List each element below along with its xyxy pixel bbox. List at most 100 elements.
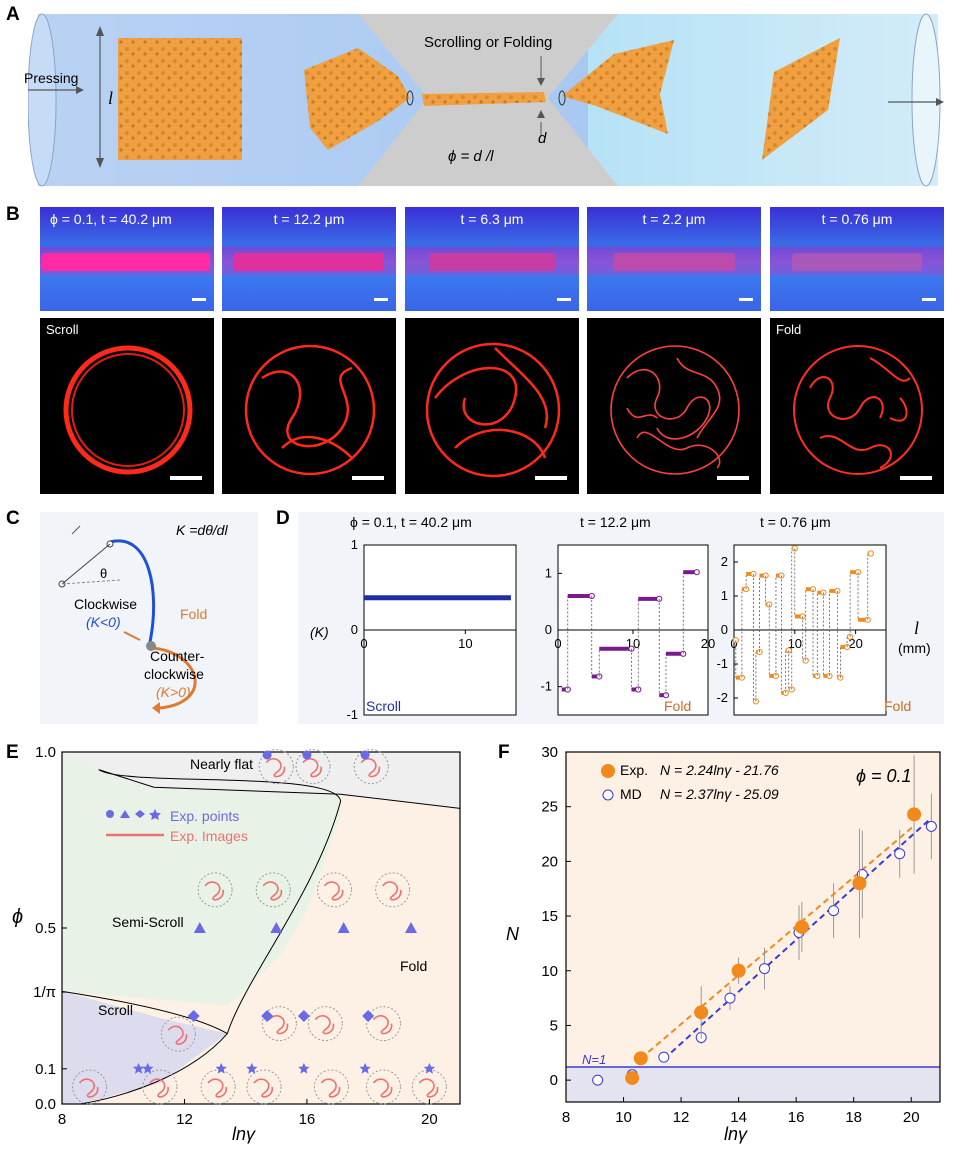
k-negative-label: (K<0) (86, 614, 121, 630)
d-y-tick-label: 1 (351, 537, 358, 552)
f-y-tick-label: 30 (541, 744, 558, 761)
exp-point (731, 963, 746, 978)
e-y-tick-label: 0.1 (35, 1061, 56, 1078)
phase-image-sheet (204, 881, 224, 901)
photo-top-3-label: t = 6.3 μm (460, 211, 524, 227)
d-segment-end-marker (656, 595, 663, 602)
d-x-tick-label: 20 (701, 636, 715, 651)
semi-scroll-label: Semi-Scroll (112, 914, 184, 930)
panel-d-title-1: ϕ = 0.1, t = 40.2 μm (350, 514, 472, 530)
exp-point-diamond (297, 1010, 310, 1022)
photo-top-1: ϕ = 0.1, t = 40.2 μm (40, 207, 214, 311)
phase-image-sheet (320, 1078, 341, 1098)
n-equals-1-label: N=1 (582, 1052, 607, 1067)
f-y-tick-label: 10 (541, 963, 558, 980)
exp-point-star (298, 1062, 310, 1074)
panel-f-letter: F (498, 742, 510, 763)
scale-bar (170, 476, 202, 480)
phase-image-sheet (167, 1025, 188, 1045)
length-symbol: l (108, 88, 114, 108)
f-y-tick-label: 25 (541, 799, 558, 816)
legend-md-fit: N = 2.37lnγ - 25.09 (660, 786, 779, 802)
d-segment-end-marker (867, 550, 874, 557)
phi-annotation: ϕ = 0.1 (856, 766, 912, 786)
exp-point (625, 1070, 640, 1085)
photo-bottom-5-label: Fold (776, 322, 802, 337)
phase-image-sheet (78, 1078, 99, 1098)
f-x-tick-label: 20 (903, 1109, 920, 1126)
semi-scroll-region (62, 752, 341, 1006)
d-segment-end-marker (693, 569, 700, 576)
panel-e-phase-diagram: 0.0 0.1 1/π 0.5 1.0 8 12 16 20 (33, 744, 461, 1128)
phi-equation: ϕ = d /l (448, 148, 494, 165)
d-y-tick-label: 0 (351, 622, 358, 637)
scrolling-label: Scrolling or Folding (424, 34, 553, 51)
phase-image-sheet (262, 881, 283, 901)
legend-circle-mark (106, 810, 114, 818)
scale-bar (374, 298, 388, 301)
panel-f-ylabel: N (506, 924, 519, 944)
panel-d-ylabel: (K) (310, 624, 329, 640)
md-point (759, 963, 771, 975)
exp-point-star (142, 1062, 154, 1074)
d-y-tick-label: 0 (721, 622, 728, 637)
e-x-tick-label: 12 (176, 1111, 193, 1128)
f-x-tick-label: 16 (788, 1109, 805, 1126)
photo-top-2-label: t = 12.2 μm (273, 211, 345, 227)
e-x-tick-label: 16 (299, 1111, 316, 1128)
e-x-tick-label: 20 (421, 1111, 438, 1128)
d-x-tick-label: 20 (848, 636, 862, 651)
photo-top-5-label: t = 0.76 μm (821, 211, 893, 227)
exp-point (907, 807, 922, 822)
scale-bar (192, 298, 206, 301)
exp-point-triangle (193, 922, 206, 933)
k-equation: K =dθ/dl (176, 522, 228, 538)
panel-a-letter: A (6, 4, 20, 25)
exp-point-triangle (405, 922, 418, 933)
scale-bar (717, 476, 749, 480)
panel-e-xlabel: lnγ (232, 1124, 256, 1144)
d-y-tick-label: -1 (716, 656, 728, 671)
phase-image-sheet (268, 1015, 289, 1035)
panel-d-sub-1-label: Scroll (366, 698, 402, 714)
exp-point-circle (262, 750, 272, 760)
k-positive-label: (K>0) (156, 684, 191, 700)
panel-d-letter: D (276, 508, 290, 529)
scale-bar (352, 476, 384, 480)
photo-bottom-3 (405, 318, 579, 494)
phase-image-sheet (314, 1015, 335, 1035)
f-x-tick-label: 8 (562, 1109, 570, 1126)
d-x-tick-label: 0 (360, 636, 367, 651)
panel-a-illustration (28, 13, 944, 187)
fold-boundary (80, 769, 342, 1105)
panel-f-chart: 8 10 12 14 16 18 20 0 5 10 15 20 25 30 (541, 744, 941, 1126)
scroll-boundary (61, 990, 228, 1035)
phase-image-sheet (207, 1078, 227, 1098)
panel-c-diagram (58, 525, 197, 714)
phase-image-frame (160, 1016, 196, 1052)
d-y-tick-label: 0 (545, 622, 552, 637)
exp-point-star (132, 1062, 145, 1074)
legend-points-label: Exp. points (170, 808, 240, 824)
d-segment-end-marker (785, 647, 792, 654)
d-symbol: d (538, 130, 547, 147)
scroll-label: Scroll (98, 1002, 134, 1018)
d-segment-end-marker (743, 586, 750, 593)
phase-image-sheet (382, 881, 402, 901)
phase-image-sheet (372, 1015, 393, 1035)
phase-image-sheet (323, 881, 344, 901)
photo-top-4-label: t = 2.2 μm (642, 211, 706, 227)
legend-diamond-mark (135, 810, 145, 818)
legend-triangle-mark (120, 810, 130, 818)
f-axis-frame (565, 751, 941, 1103)
exp-point-triangle (270, 922, 283, 933)
panel-f-xlabel: lnγ (724, 1124, 748, 1144)
photo-top-3: t = 6.3 μm (405, 207, 579, 311)
panel-d-title-3: t = 0.76 μm (760, 514, 831, 530)
above-n1-band (566, 752, 940, 1067)
f-y-tick-label: 20 (541, 853, 558, 870)
exp-point-diamond (261, 1010, 274, 1022)
panel-c-letter: C (6, 508, 20, 529)
photo-top-2: t = 12.2 μm (222, 207, 396, 311)
f-x-tick-label: 10 (615, 1109, 632, 1126)
